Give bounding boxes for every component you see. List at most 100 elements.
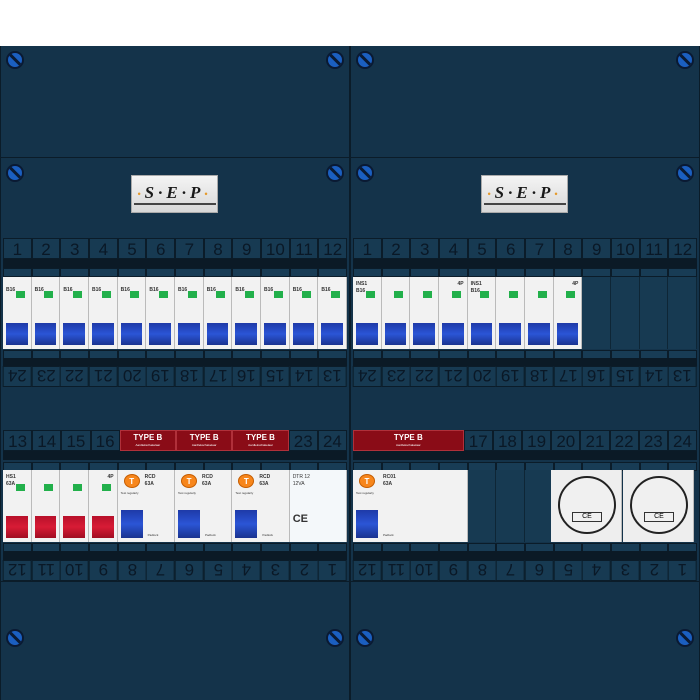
wall-socket[interactable]: CE — [623, 470, 694, 542]
circuit-number: 7 — [496, 560, 526, 581]
rcbo[interactable]: T RCD 63A Test regularly Padlock — [117, 470, 175, 542]
rcbo-label: RCD — [144, 474, 156, 480]
isolator-handle[interactable] — [499, 323, 521, 345]
circuit-number: 19 — [522, 430, 552, 451]
circuit-breaker[interactable]: B16 — [232, 277, 262, 349]
rcd[interactable]: T RC01 63A Test regularly Padlock — [353, 470, 468, 542]
isolator-pole[interactable]: 4P — [553, 277, 583, 349]
circuit-number: 15 — [261, 366, 290, 387]
breaker-rating: B16 — [235, 287, 245, 293]
breaker-handle[interactable] — [321, 323, 344, 345]
isolator-pole[interactable]: 4P — [439, 277, 468, 349]
isolator-pole[interactable] — [381, 277, 411, 349]
status-indicator — [130, 291, 140, 298]
breaker-handle[interactable] — [292, 323, 315, 345]
isolator-handle[interactable] — [413, 323, 435, 345]
circuit-number: 20 — [551, 430, 581, 451]
breaker-handle[interactable] — [63, 323, 85, 345]
circuit-breaker[interactable]: B16 — [146, 277, 175, 349]
main-switch-pole[interactable]: 4P — [89, 470, 118, 542]
main-switch-handle[interactable] — [34, 516, 57, 538]
status-indicator — [72, 291, 82, 298]
breaker-handle[interactable] — [34, 323, 57, 345]
isolator-rating: B16 — [356, 288, 366, 294]
test-button[interactable]: T — [238, 474, 255, 488]
screw-icon — [356, 51, 374, 69]
circuit-breaker[interactable]: B16 — [318, 277, 348, 349]
rcbo-handle[interactable] — [178, 510, 201, 538]
breaker-handle[interactable] — [264, 323, 286, 345]
main-switch-pole[interactable] — [60, 470, 89, 542]
breaker-rating: B16 — [292, 287, 302, 293]
rcbo[interactable]: T RCD 63A Test regularly Padlock — [232, 470, 290, 542]
isolator-handle[interactable] — [528, 323, 550, 345]
breaker-handle[interactable] — [92, 323, 114, 345]
circuit-number: 8 — [467, 560, 497, 581]
isolator-pole[interactable] — [410, 277, 439, 349]
circuit-numbers: TYPE B Aardlekschakelaar 17 18 19 20 21 22 23 24 — [353, 430, 698, 451]
circuit-breaker[interactable]: B16 — [175, 277, 204, 349]
breaker-handle[interactable] — [149, 323, 171, 345]
breaker-handle[interactable] — [206, 323, 229, 345]
circuit-breaker[interactable]: B16 — [31, 277, 61, 349]
rail-segment — [410, 268, 440, 277]
circuit-number: 17 — [463, 430, 493, 451]
circuit-breaker[interactable]: B16 — [60, 277, 89, 349]
circuit-number: 4 — [439, 238, 468, 259]
breaker-rating: B16 — [63, 287, 73, 293]
circuit-number: 18 — [492, 430, 523, 451]
circuit-breaker[interactable]: B16 — [261, 277, 290, 349]
test-button[interactable]: T — [123, 474, 140, 488]
isolator-pole[interactable] — [525, 277, 554, 349]
rcd-handle[interactable] — [356, 510, 378, 538]
circuit-number: 23 — [31, 366, 61, 387]
isolator-pole[interactable] — [496, 277, 525, 349]
rcbo[interactable]: T RCD 63A Test regularly Padlock — [175, 470, 233, 542]
screw-icon — [6, 51, 24, 69]
breaker-handle[interactable] — [178, 323, 200, 345]
blank-cover — [496, 470, 525, 542]
rail-shadow — [353, 259, 697, 268]
rcbo-handle[interactable] — [235, 510, 258, 538]
breaker-rating: B16 — [120, 287, 130, 293]
wall-socket[interactable]: CE — [551, 470, 622, 542]
rcbo-handle[interactable] — [120, 510, 143, 538]
circuit-number: 9 — [89, 560, 118, 581]
circuit-breaker[interactable]: B16 — [3, 277, 32, 349]
status-indicator — [537, 291, 547, 298]
breaker-handle[interactable] — [6, 323, 28, 345]
circuit-breaker[interactable]: B16 — [89, 277, 118, 349]
circuit-number: 8 — [553, 238, 583, 259]
status-indicator — [273, 291, 283, 298]
circuit-number: 21 — [89, 366, 118, 387]
isolator-pole[interactable]: INS1 B16 — [467, 277, 497, 349]
test-text: Test regularly — [120, 491, 139, 495]
circuit-breaker[interactable]: B16 — [203, 277, 233, 349]
isolator-handle[interactable] — [384, 323, 407, 345]
main-switch-handle[interactable] — [92, 516, 114, 538]
circuit-breaker[interactable]: B16 — [289, 277, 319, 349]
main-switch-handle[interactable] — [6, 516, 28, 538]
circuit-number: 1 — [668, 560, 698, 581]
test-button[interactable]: T — [181, 474, 198, 488]
breaker-handle[interactable] — [120, 323, 143, 345]
circuit-number: 14 — [32, 430, 62, 451]
isolator-handle[interactable] — [556, 323, 579, 345]
circuit-number: 3 — [410, 238, 440, 259]
circuit-number: 20 — [117, 366, 147, 387]
rail-shadow — [353, 451, 697, 460]
screw-icon — [676, 164, 694, 182]
isolator-handle[interactable] — [470, 323, 493, 345]
circuit-number: 21 — [580, 430, 610, 451]
main-switch-pole[interactable] — [31, 470, 61, 542]
breaker-handle[interactable] — [235, 323, 258, 345]
isolator-handle[interactable] — [442, 323, 464, 345]
main-switch-pole[interactable]: HS1 63A — [3, 470, 32, 542]
ce-mark: CE — [644, 512, 674, 522]
isolator-handle[interactable] — [356, 323, 378, 345]
main-switch-handle[interactable] — [63, 516, 85, 538]
isolator-pole[interactable]: INS1 B16 — [353, 277, 382, 349]
circuit-breaker[interactable]: B16 — [117, 277, 147, 349]
circuit-number: 11 — [31, 560, 61, 581]
test-button[interactable]: T — [359, 474, 375, 488]
